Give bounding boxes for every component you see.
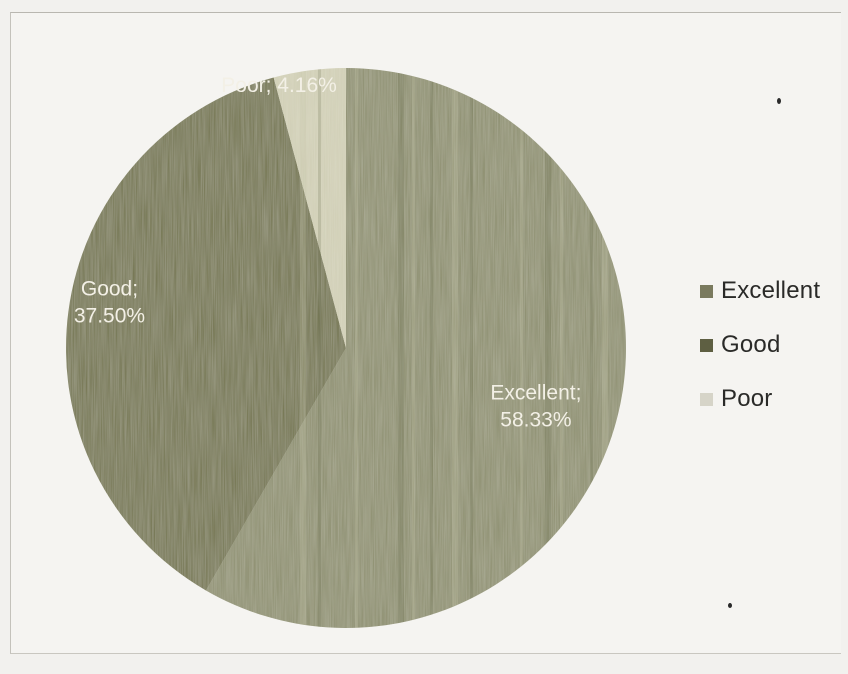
legend-item-good: Good xyxy=(700,328,840,362)
scan-streak xyxy=(300,68,306,628)
legend-swatch-excellent xyxy=(700,284,713,298)
slice-label-good: Good; 37.50% xyxy=(74,277,145,327)
legend-label-poor: Poor xyxy=(721,385,773,412)
pie-slice-poor xyxy=(273,68,346,348)
scan-speck xyxy=(777,98,781,104)
pie-data-labels: Excellent; 58.33% Good; 37.50% Poor; 4.16% xyxy=(74,74,582,431)
chart-legend: Excellent Good Poor xyxy=(700,274,840,416)
legend-label-excellent: Excellent xyxy=(721,277,821,304)
scan-streak xyxy=(560,68,563,628)
scan-streaks xyxy=(300,68,608,628)
scan-streak xyxy=(355,68,358,628)
scan-streak xyxy=(430,68,433,628)
scan-streak xyxy=(545,68,551,628)
pie-slices xyxy=(66,68,626,628)
legend-label-good: Good xyxy=(721,331,781,358)
pie-slice-excellent xyxy=(205,68,626,628)
scan-streak xyxy=(398,68,404,628)
scan-speck xyxy=(728,603,732,608)
scan-streak xyxy=(412,68,415,628)
scan-streak xyxy=(318,68,321,628)
legend-swatch-good xyxy=(700,338,713,352)
legend-item-poor: Poor xyxy=(700,382,840,416)
scan-streak xyxy=(602,68,608,628)
legend-item-excellent: Excellent xyxy=(700,274,840,308)
scan-streak xyxy=(520,68,523,628)
scan-streak xyxy=(590,68,593,628)
legend-swatch-poor xyxy=(700,392,713,406)
scan-streak xyxy=(452,68,458,628)
slice-label-excellent: Excellent; 58.33% xyxy=(490,381,581,431)
scan-streak xyxy=(470,68,473,628)
pie-slice-good xyxy=(66,77,346,591)
slice-label-poor: Poor; 4.16% xyxy=(221,74,337,97)
